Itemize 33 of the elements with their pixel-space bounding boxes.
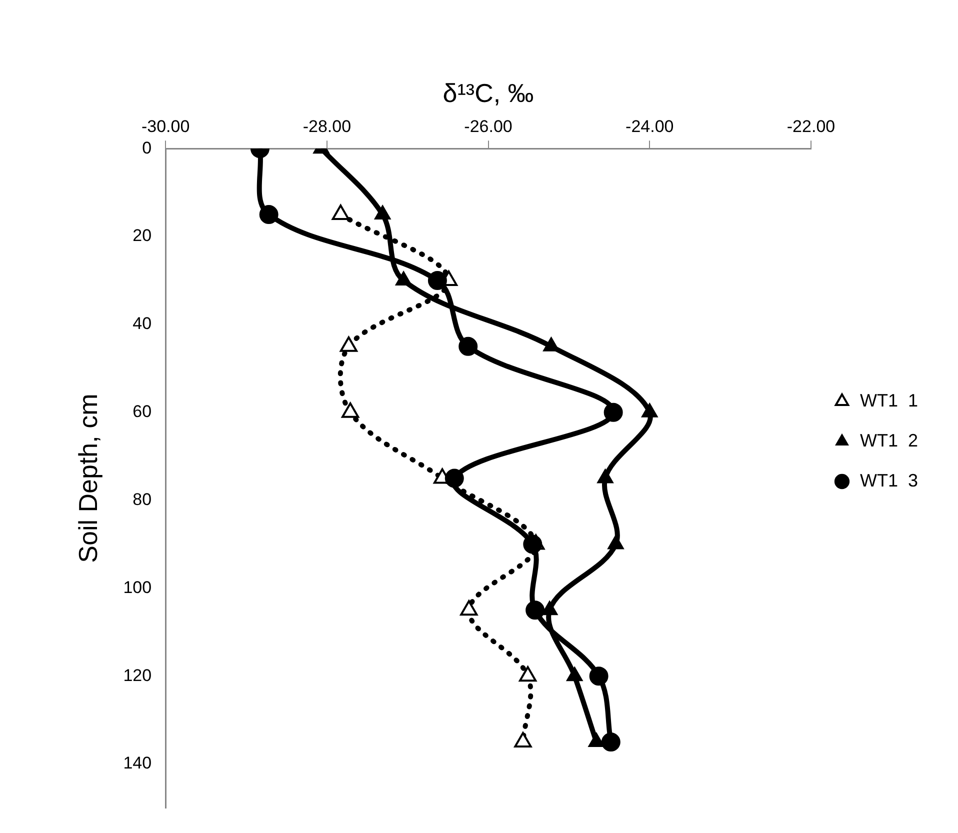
point xyxy=(395,270,412,286)
point xyxy=(332,204,350,220)
x-axis-title: δ¹³C, ‰ xyxy=(442,78,534,108)
y-tick-label: 80 xyxy=(132,490,152,509)
point xyxy=(541,600,558,616)
y-axis-title: Soil Depth, cm xyxy=(72,394,103,563)
y-tick-label: 140 xyxy=(123,754,152,773)
point xyxy=(342,402,360,418)
point xyxy=(542,336,560,352)
y-tick-label: 100 xyxy=(123,578,152,597)
point xyxy=(460,600,478,616)
legend-label: WT1 3 xyxy=(860,470,918,490)
y-tick-label: 60 xyxy=(132,402,152,422)
point xyxy=(340,336,358,352)
y-tick-label: 120 xyxy=(123,666,152,685)
point xyxy=(588,732,605,748)
y-tick-label: 40 xyxy=(132,314,152,334)
x-tick-label: -28.00 xyxy=(302,117,352,136)
x-tick-label: -24.00 xyxy=(626,117,674,136)
point xyxy=(641,402,658,418)
y-tick-label: 20 xyxy=(132,226,152,246)
legend-label: WT1 1 xyxy=(860,390,918,410)
y-tick-label: 0 xyxy=(142,138,152,158)
x-tick-label: -22.00 xyxy=(786,117,836,136)
legend-label: WT1 2 xyxy=(860,430,918,450)
point xyxy=(596,468,614,484)
point xyxy=(519,666,537,682)
point xyxy=(607,534,624,550)
point xyxy=(566,666,583,682)
x-tick-label: -26.00 xyxy=(464,117,512,136)
point xyxy=(374,205,391,220)
point xyxy=(514,732,532,748)
x-tick-label: -30.00 xyxy=(141,117,190,136)
